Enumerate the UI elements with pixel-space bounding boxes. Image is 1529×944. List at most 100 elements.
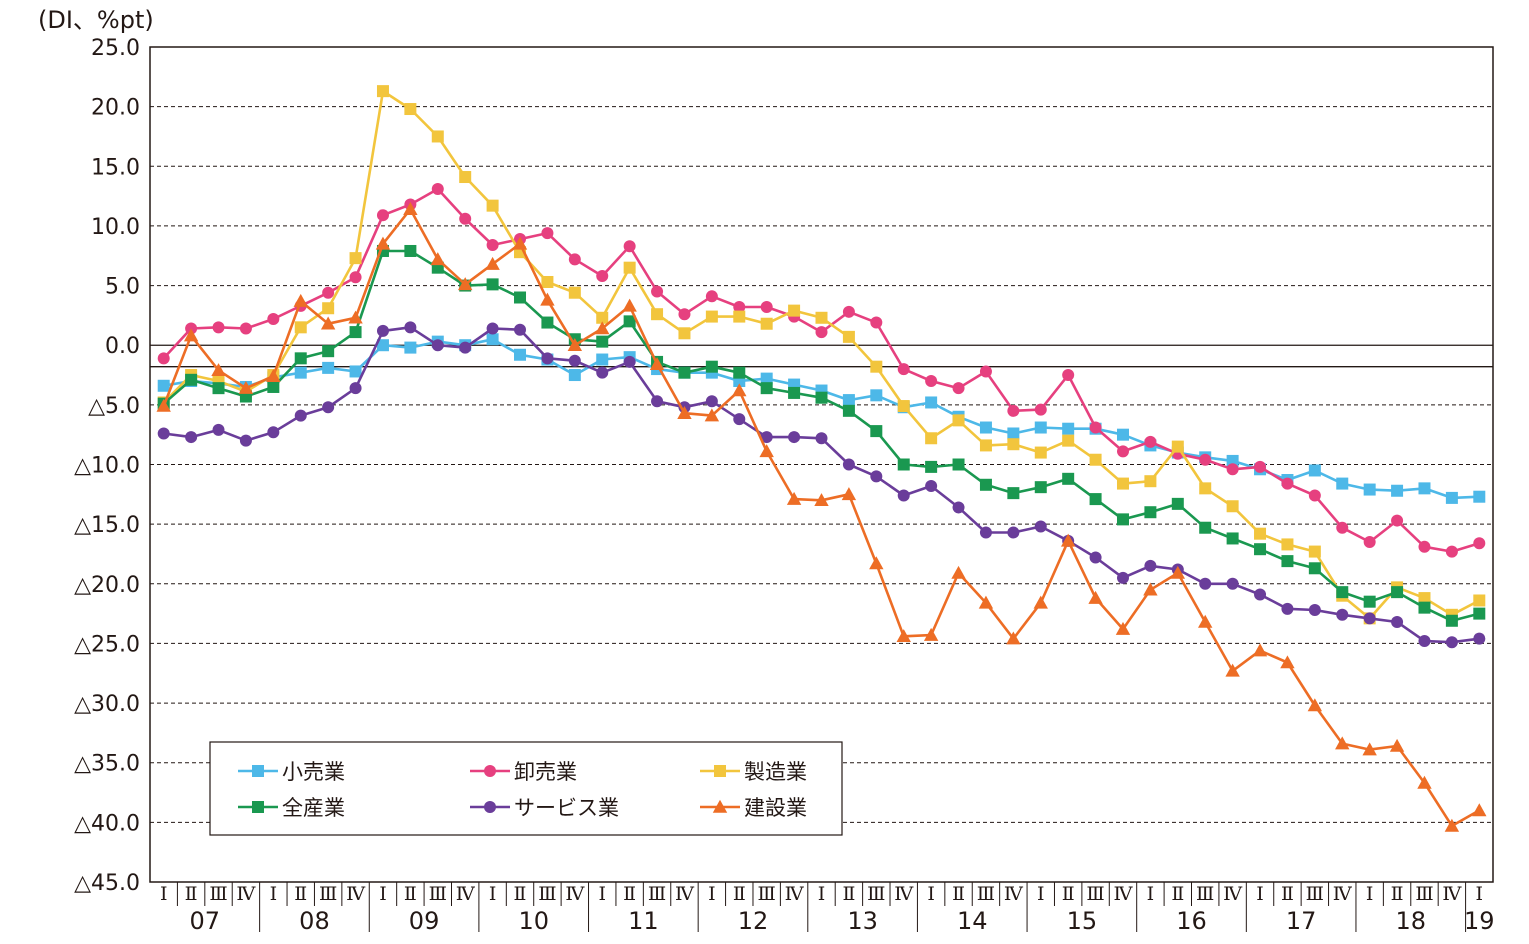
series-lines [156, 85, 1487, 832]
x-tick-quarter: Ⅲ [648, 883, 666, 905]
data-point [705, 290, 718, 303]
data-point [1363, 483, 1376, 496]
data-point [1254, 460, 1267, 473]
x-tick-quarter: Ⅱ [294, 883, 307, 905]
data-point [1362, 742, 1377, 756]
y-tick-label: △5.0 [88, 394, 140, 419]
data-point [211, 363, 226, 377]
data-point [514, 291, 527, 304]
data-point [925, 432, 938, 445]
data-point [1089, 493, 1102, 506]
x-tick-year: 18 [1396, 907, 1427, 935]
data-point [623, 240, 636, 253]
data-point [842, 458, 855, 471]
data-point [430, 252, 445, 266]
data-point [1308, 464, 1321, 477]
data-point [623, 261, 636, 274]
legend-item: 小売業 [238, 760, 345, 784]
data-point [568, 253, 581, 266]
data-point [1445, 545, 1458, 558]
data-point [979, 478, 992, 491]
x-tick-quarter: Ⅰ [927, 883, 935, 905]
data-point [1062, 472, 1075, 485]
y-axis-label: (DI、%pt) [38, 6, 154, 34]
data-point [541, 275, 554, 288]
data-point [1115, 621, 1131, 635]
x-tick-quarter: Ⅰ [160, 883, 168, 905]
data-point [649, 357, 665, 371]
x-tick-quarter: Ⅳ [1333, 883, 1353, 905]
data-point [870, 360, 883, 373]
data-point [157, 352, 170, 365]
x-tick-quarter: Ⅰ [489, 883, 497, 905]
data-point [1034, 481, 1047, 494]
data-point [622, 298, 637, 312]
data-point [897, 458, 910, 471]
data-point [979, 526, 992, 539]
data-point [1116, 571, 1129, 584]
data-point [1308, 545, 1321, 558]
x-tick-quarter: Ⅲ [758, 883, 776, 905]
data-point [1198, 614, 1213, 628]
data-point [596, 335, 609, 348]
data-point [1473, 632, 1486, 645]
x-tick-quarter: Ⅲ [867, 883, 885, 905]
data-point [266, 369, 281, 382]
data-point [349, 326, 362, 339]
data-point [979, 365, 992, 378]
data-point [1254, 588, 1267, 601]
data-point [486, 278, 499, 291]
x-tick-quarter: Ⅰ [1366, 883, 1374, 905]
data-point [1363, 536, 1376, 549]
data-point [322, 302, 335, 315]
data-point [1007, 526, 1020, 539]
data-point [1445, 636, 1458, 649]
data-point [185, 373, 198, 386]
data-point [349, 382, 362, 395]
y-axis-ticks: 25.0 20.0 15.0 10.0 5.0 0.0 △5.0 △10.0 △15.0 △20.… [74, 36, 140, 896]
data-point [896, 629, 911, 643]
x-tick-quarter: Ⅰ [1476, 883, 1484, 905]
legend-label: 卸売業 [514, 760, 577, 784]
data-point [1062, 434, 1075, 447]
data-point [486, 322, 499, 335]
data-point [869, 556, 884, 570]
data-point [678, 308, 691, 321]
data-point [294, 352, 307, 365]
series-line [162, 207, 1480, 828]
x-tick-quarter: Ⅱ [404, 883, 417, 905]
data-point [1308, 562, 1321, 575]
data-point [870, 316, 883, 329]
data-point [1336, 608, 1349, 621]
data-point [1391, 484, 1404, 497]
data-point [925, 375, 938, 387]
data-point [376, 339, 389, 352]
data-point [185, 431, 198, 444]
data-point [486, 333, 499, 346]
data-point [1007, 438, 1020, 451]
data-point [212, 321, 225, 334]
data-point [459, 171, 472, 184]
x-tick-quarter: Ⅳ [1442, 883, 1462, 905]
data-point [1336, 586, 1349, 599]
data-point [1089, 453, 1102, 466]
data-point [897, 489, 910, 502]
data-point [1473, 490, 1486, 503]
data-point [897, 363, 910, 376]
data-point [404, 244, 417, 257]
data-point [979, 421, 992, 434]
x-tick-quarter: Ⅲ [1086, 883, 1104, 905]
data-point [815, 326, 828, 339]
data-point [404, 103, 417, 116]
data-point [759, 444, 774, 458]
y-tick-label: △30.0 [74, 692, 140, 717]
x-tick-year: 07 [190, 907, 221, 935]
data-point [1225, 663, 1240, 677]
data-point [1171, 440, 1184, 453]
data-point [1062, 369, 1075, 382]
data-point [212, 382, 225, 395]
data-point [1144, 475, 1157, 488]
x-tick-year: 12 [738, 907, 769, 935]
x-tick-quarter: Ⅰ [598, 883, 606, 905]
data-point [842, 330, 855, 343]
